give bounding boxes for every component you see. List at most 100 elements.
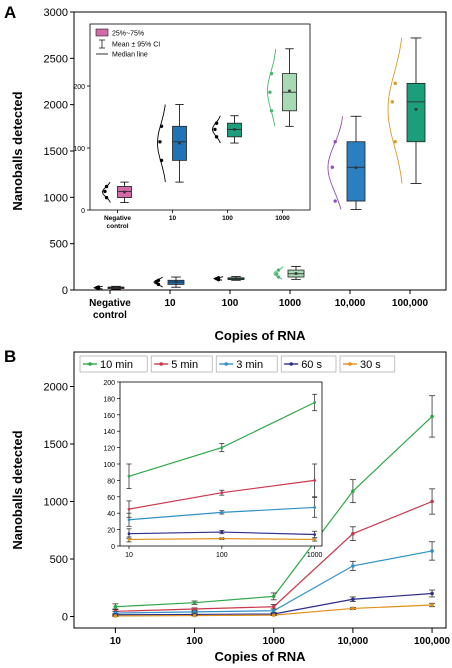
panel-b-y-tick-label: 0 — [62, 612, 68, 624]
panel-b-x-tick-label: 100 — [186, 636, 203, 647]
panel-b-inset-series-2-point — [220, 510, 224, 514]
panel-b-inset-series-0-point — [127, 474, 131, 478]
panel-b-inset-series-0-point — [220, 446, 224, 449]
panel-b-inset-series-3-point — [220, 530, 224, 534]
panel-a-y-axis-title: Nanoballs detected — [10, 91, 25, 210]
panel-a-category-2-mean — [234, 277, 238, 280]
panel-a-inset-y-tick-label: 200 — [73, 84, 85, 91]
panel-b-inset-frame — [119, 381, 323, 547]
panel-b-legend-label: 30 s — [360, 359, 381, 371]
panel-b-legend-item — [79, 355, 148, 373]
panel-b-legend-label: 3 min — [236, 359, 263, 371]
panel-b-inset-y-tick-label: 100 — [103, 462, 115, 469]
panel-b-series-3-point — [430, 591, 434, 596]
panel-a-inset-category-0-point — [104, 195, 109, 200]
panel-b-series-0-point — [192, 600, 197, 605]
panel-a-inset-category-3-point — [269, 109, 274, 113]
panel-a-inset-category-0-point — [103, 189, 107, 194]
panel-b-inset-y-tick-label: 140 — [103, 429, 115, 436]
panel-a-x-tick-label: 100 — [222, 298, 239, 309]
panel-b-legend-marker — [88, 362, 92, 366]
panel-a-inset-category-3-mean — [288, 89, 291, 93]
panel-b-inset-series-4-point — [313, 538, 317, 541]
panel-b-series-1-point — [271, 604, 276, 609]
panel-a-category-1-mean — [174, 280, 178, 284]
panel-a-category-4-distribution — [327, 116, 344, 210]
panel-b-legend-item — [150, 355, 213, 373]
panel-b-inset-y-tick-label: 180 — [103, 396, 115, 403]
panel-b-legend-label: 60 s — [301, 359, 322, 371]
panel-a-inset-category-2-distribution — [212, 115, 221, 144]
panel-b-legend-item — [215, 355, 278, 373]
panel-a-y-tick-label: 2000 — [44, 100, 68, 112]
panel-b-legend-marker — [224, 362, 228, 366]
panel-b-inset-series-3-point — [313, 533, 317, 536]
panel-a-category-3-point — [276, 275, 281, 279]
panel-b-inset-series-2-point — [313, 506, 317, 509]
panel-b-series-1-point — [192, 607, 197, 611]
panel-a-label: A — [4, 3, 16, 22]
panel-a-legend-box-label: 25%~75% — [112, 31, 144, 38]
panel-b-x-tick-label: 100,000 — [414, 636, 451, 647]
panel-b-inset-y-tick-label: 200 — [103, 380, 115, 387]
panel-a-category-5-mean — [414, 108, 418, 111]
panel-a-inset-category-0-mean — [123, 190, 126, 194]
panel-b-series-3-point — [351, 597, 355, 602]
panel-b-series-4-point — [192, 613, 197, 618]
panel-b-inset-x-tick-label: 1000 — [307, 552, 323, 559]
panel-b-x-axis-title: Copies of RNA — [215, 649, 307, 664]
panel-a-inset-category-3-point — [269, 71, 274, 76]
panel-a-y-tick-label: 1500 — [44, 146, 68, 158]
panel-a-y-tick-label: 3000 — [44, 7, 68, 19]
panel-b-inset-series-4-point — [127, 538, 131, 541]
panel-a-category-5-distribution — [387, 37, 403, 184]
panel-a-inset-category-1-distribution — [157, 104, 166, 183]
panel-b-inset-series-2-point — [127, 518, 131, 522]
panel-b-series-0-point — [113, 604, 118, 609]
panel-b-inset-y-tick-label: 0 — [111, 544, 115, 551]
panel-a-inset-y-tick-label: 100 — [73, 146, 85, 153]
panel-b-legend-label: 5 min — [171, 359, 198, 371]
panel-a-inset-x-tick-label: 1000 — [275, 215, 290, 222]
panel-b-series-0-point — [351, 489, 355, 493]
panel-a-x-axis-title: Copies of RNA — [215, 328, 307, 343]
panel-a-x-tick-label: 10 — [164, 298, 176, 309]
panel-b-inset-x-tick-label: 100 — [216, 552, 228, 559]
panel-b-legend-marker — [348, 362, 352, 366]
panel-a-category-3-point — [276, 268, 281, 272]
panel-a-category-1-point — [156, 282, 161, 287]
panel-b-frame — [73, 351, 447, 629]
panel-a-inset-x-tick-label: 10 — [169, 215, 177, 222]
panel-b-y-tick-label: 500 — [50, 554, 68, 566]
panel-a-inset-category-0-point — [104, 184, 109, 189]
panel-a-category-5-box — [406, 82, 426, 143]
panel-b-series-2-point — [192, 610, 197, 614]
panel-b-legend-item — [339, 355, 396, 373]
panel-b-inset-y-tick-label: 20 — [107, 528, 115, 535]
panel-a-category-1-distribution — [153, 276, 163, 288]
panel-a-inset-category-3-point — [268, 90, 272, 94]
panel-a-x-tick-label: 10,000 — [335, 298, 366, 309]
panel-b-legend-item — [280, 355, 337, 373]
panel-a-inset-category-1-mean — [178, 141, 181, 145]
panel-a-category-2-point — [216, 276, 221, 280]
panel-a-inset-category-1-point — [159, 158, 164, 163]
panel-a-inset-category-2-point — [213, 127, 217, 132]
panel-a-inset-category-2-point — [214, 121, 219, 125]
panel-b-series-1-point — [351, 531, 355, 536]
panel-a-y-tick-label: 1000 — [44, 192, 68, 204]
panel-b-series-0-point — [430, 414, 434, 419]
panel-a-category-0-mean — [114, 286, 118, 289]
panel-a-inset-category-1-point — [158, 140, 162, 144]
panel-b-inset-series-1-point — [313, 479, 317, 482]
panel-a-category-1-point — [156, 278, 161, 282]
panel-b-series-1-point — [430, 499, 434, 504]
panel-b-inset-series-3-point — [127, 532, 131, 536]
panel-b-x-tick-label: 1000 — [263, 636, 286, 647]
panel-b-series-4-point — [351, 606, 355, 611]
panel-b-inset-y-tick-label: 40 — [107, 511, 115, 518]
panel-b-inset-y-tick-label: 60 — [107, 495, 115, 502]
panel-b-series-0-point — [271, 594, 276, 599]
panel-a-inset-x-tick-label: Negative control — [104, 215, 131, 230]
